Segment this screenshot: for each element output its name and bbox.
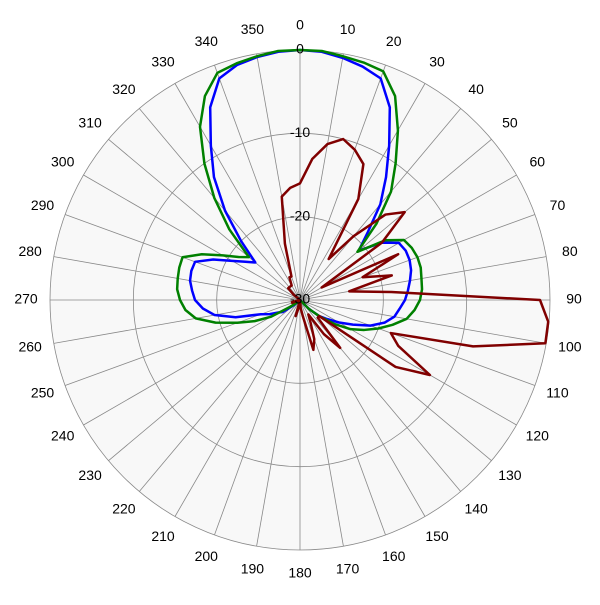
angle-label: 140 [464,501,488,517]
angle-label: 50 [502,115,518,131]
angle-label: 130 [498,467,522,483]
angle-label: 330 [151,53,175,69]
radial-label: -20 [290,207,310,223]
spoke [299,53,344,301]
spoke [299,138,492,301]
angle-label: 30 [429,53,445,69]
spoke [299,256,547,301]
spoke [299,299,426,517]
ring [216,216,384,384]
angle-label: 0 [296,17,304,33]
angle-label: 270 [14,291,38,307]
spoke [108,299,301,462]
spoke [214,299,301,536]
spoke [138,299,301,492]
angle-label: 180 [288,565,312,581]
angle-label: 40 [468,81,484,97]
spoke [174,299,301,517]
angle-label: 290 [31,197,55,213]
spoke [83,299,301,426]
spoke [83,174,301,301]
angle-label: 160 [382,548,406,564]
angle-label: 80 [562,243,578,259]
angle-label: 340 [195,33,219,49]
angle-label: 250 [31,384,55,400]
spoke [299,299,547,344]
spoke [214,64,301,301]
angle-label: 260 [18,338,42,354]
angle-label: 100 [558,338,582,354]
angle-label: 210 [151,528,175,544]
angle-label: 20 [386,33,402,49]
angle-label: 200 [195,548,219,564]
series-line [280,137,550,377]
spoke [108,138,301,301]
angle-label: 170 [336,561,360,577]
series-line [175,48,424,332]
angle-label: 90 [566,291,582,307]
angle-label: 220 [112,501,136,517]
spoke [299,64,386,301]
radial-label: -10 [290,124,310,140]
spoke [299,299,344,547]
angle-label: 230 [78,467,102,483]
angle-label: 110 [546,384,569,400]
angle-label: 120 [526,428,550,444]
spoke [256,299,301,547]
spoke [299,299,492,462]
angle-label: 310 [78,115,102,131]
angle-label: 300 [51,154,75,170]
angle-label: 150 [425,528,449,544]
angle-label: 10 [340,21,356,37]
angle-label: 280 [18,243,42,259]
angle-label: 240 [51,428,75,444]
spoke [174,83,301,301]
ring [132,132,468,468]
radial-label: -30 [290,291,310,307]
spoke [256,53,301,301]
spoke [138,108,301,301]
angle-label: 350 [241,21,265,37]
radial-label: 0 [296,41,304,57]
spoke [299,174,517,301]
spoke [299,299,536,386]
spoke [53,299,301,344]
angle-label: 60 [530,154,546,170]
angle-label: 320 [112,81,136,97]
angle-label: 70 [550,197,566,213]
angle-label: 190 [241,561,265,577]
spoke [299,83,426,301]
